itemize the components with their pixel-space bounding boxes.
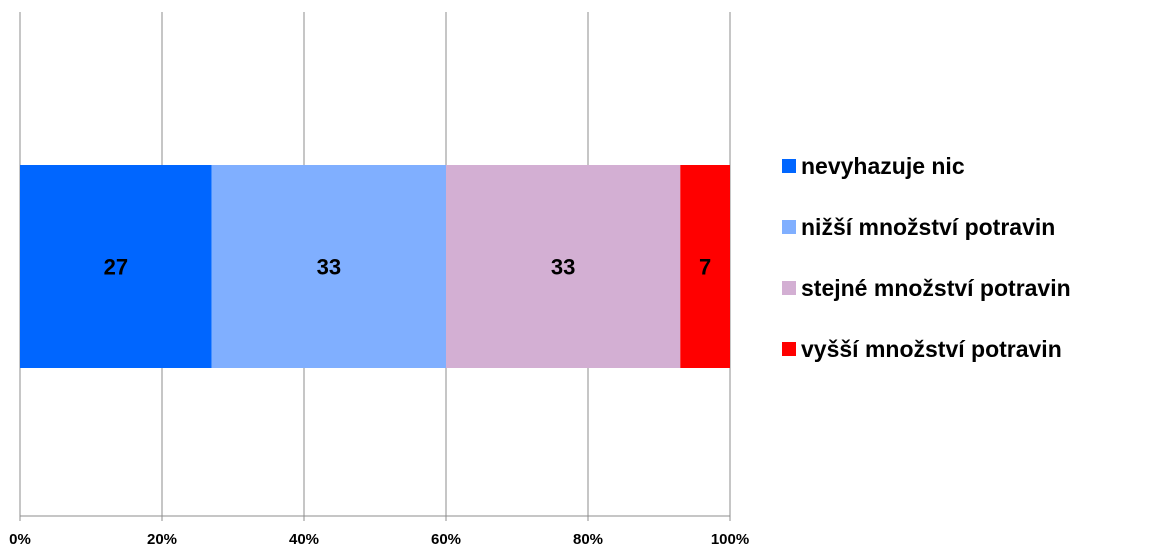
legend-swatch bbox=[782, 342, 796, 356]
x-tick-label: 40% bbox=[289, 531, 319, 548]
bar-segments bbox=[20, 165, 730, 368]
legend-swatch bbox=[782, 220, 796, 234]
bar-segment bbox=[20, 165, 212, 368]
legend-label: stejné množství potravin bbox=[801, 275, 1071, 301]
legend-label: nižší množství potravin bbox=[801, 214, 1055, 240]
x-tick-label: 60% bbox=[431, 531, 461, 548]
bar-segment bbox=[680, 165, 730, 368]
data-label: 27 bbox=[104, 255, 128, 280]
x-tick-label: 0% bbox=[9, 531, 31, 548]
x-tick-label: 100% bbox=[711, 531, 749, 548]
legend-label: nevyhazuje nic bbox=[801, 153, 965, 179]
data-label: 7 bbox=[699, 255, 711, 280]
legend-swatch bbox=[782, 159, 796, 173]
legend: nevyhazuje nic nižší množství potravin st… bbox=[782, 153, 1071, 362]
data-label: 33 bbox=[551, 255, 575, 280]
x-axis: 0% 20% 40% 60% 80% 100% bbox=[9, 515, 749, 548]
bar-segment bbox=[446, 165, 681, 368]
bar-segment bbox=[211, 165, 446, 368]
x-tick-label: 80% bbox=[573, 531, 603, 548]
legend-swatch bbox=[782, 281, 796, 295]
data-labels: 27 33 33 7 bbox=[104, 255, 712, 280]
legend-label: vyšší množství potravin bbox=[801, 336, 1062, 362]
x-tick-label: 20% bbox=[147, 531, 177, 548]
data-label: 33 bbox=[317, 255, 341, 280]
